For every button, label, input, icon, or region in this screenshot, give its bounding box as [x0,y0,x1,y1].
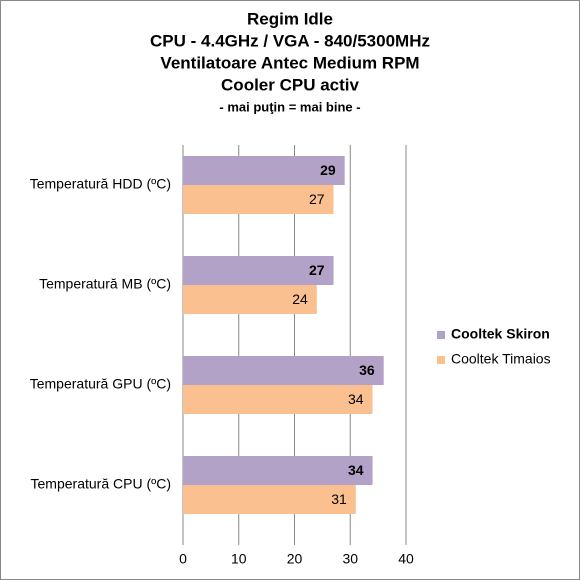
chart-title: CPU - 4.4GHz / VGA - 840/5300MHz [150,31,430,50]
data-label: 29 [320,162,336,178]
bar [183,285,317,314]
data-label: 34 [348,462,364,478]
bar [183,156,345,185]
bar [183,485,356,514]
data-label: 36 [359,362,375,378]
data-label: 27 [309,262,325,278]
x-tick-label: 0 [179,551,187,567]
chart-title: Regim Idle [247,9,333,28]
y-tick-label: Temperatură HDD (ºC) [30,176,171,192]
chart-subtitle: - mai puţin = mai bine - [219,99,360,114]
bar [183,356,384,385]
bar [183,185,334,214]
legend-swatch [437,356,445,364]
legend-label: Cooltek Timaios [451,351,551,367]
legend-swatch [437,331,445,339]
chart-title: Ventilatoare Antec Medium RPM [160,53,419,72]
x-tick-label: 10 [231,551,247,567]
y-tick-label: Temperatură CPU (ºC) [31,476,171,492]
legend-label: Cooltek Skiron [451,326,550,342]
bar [183,385,373,414]
data-label: 31 [331,491,347,507]
data-label: 34 [348,391,364,407]
chart-title: Cooler CPU activ [221,75,359,94]
x-tick-label: 20 [287,551,303,567]
y-tick-label: Temperatură GPU (ºC) [30,376,171,392]
x-tick-label: 30 [342,551,358,567]
x-tick-label: 40 [398,551,414,567]
y-tick-label: Temperatură MB (ºC) [39,276,171,292]
bar [183,456,373,485]
bar [183,256,334,285]
data-label: 27 [309,191,325,207]
data-label: 24 [292,291,308,307]
